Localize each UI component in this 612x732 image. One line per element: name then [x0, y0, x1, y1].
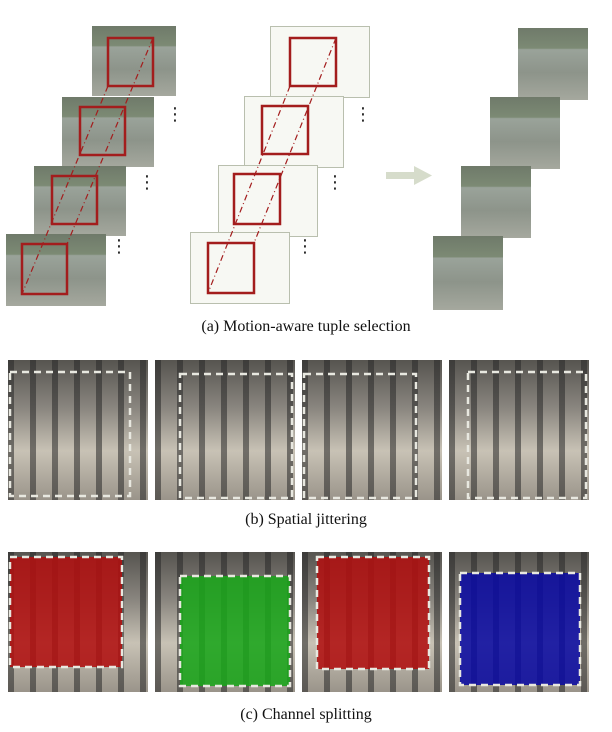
selection-box-left-3: [78, 105, 127, 157]
jitter-frame-1: [8, 360, 148, 500]
jitter-frame-2: [155, 360, 295, 500]
vertical-ellipsis-icon: ⋮: [354, 104, 372, 125]
caption-a: (a) Motion-aware tuple selection: [201, 318, 411, 335]
link-lines: [21, 37, 337, 295]
selection-box-left-1: [20, 242, 69, 296]
channel-frame-1: [8, 552, 148, 692]
selected-crop-3: [490, 97, 560, 169]
jitter-frame-3: [302, 360, 442, 500]
selection-box-map-1: [206, 241, 256, 295]
channel-frame-4: [449, 552, 589, 692]
selection-box-map-3: [260, 104, 310, 156]
selection-box-left-2: [50, 174, 99, 226]
vertical-ellipsis-icon: ⋮: [138, 172, 156, 193]
vertical-ellipsis-icon: ⋮: [296, 236, 314, 257]
right-arrow-icon: [386, 166, 432, 185]
caption-b: (b) Spatial jittering: [245, 511, 367, 528]
caption-c: (c) Channel splitting: [240, 706, 372, 723]
jitter-frame-4: [449, 360, 589, 500]
channel-frame-3: [302, 552, 442, 692]
selected-crop-4: [518, 28, 588, 100]
selected-crop-1: [433, 236, 503, 310]
selected-crop-2: [461, 166, 531, 238]
vertical-ellipsis-icon: ⋮: [326, 172, 344, 193]
vertical-ellipsis-icon: ⋮: [110, 236, 128, 257]
selection-box-map-4: [288, 36, 338, 88]
panel-a-overlay: [20, 36, 432, 296]
selection-box-left-4: [106, 36, 155, 88]
vertical-ellipsis-icon: ⋮: [166, 104, 184, 125]
selection-box-map-2: [232, 172, 282, 226]
channel-frame-2: [155, 552, 295, 692]
